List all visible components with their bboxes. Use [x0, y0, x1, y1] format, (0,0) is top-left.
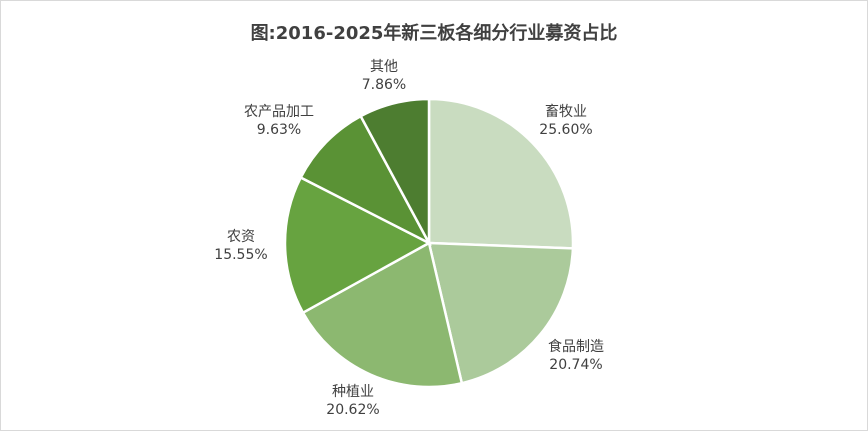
chart-title: 图:2016-2025年新三板各细分行业募资占比 — [250, 23, 618, 44]
data-label-value: 20.74% — [549, 357, 602, 373]
data-label-category: 其他 — [370, 59, 398, 75]
data-label-value: 20.62% — [326, 402, 379, 418]
pie-slice-0 — [427, 97, 575, 250]
pie-slice-2 — [301, 241, 464, 389]
data-label-category: 农资 — [227, 229, 255, 245]
data-label-value: 25.60% — [539, 122, 592, 138]
data-label-value: 9.63% — [257, 122, 301, 138]
data-label-value: 15.55% — [214, 247, 267, 263]
data-label-category: 农产品加工 — [244, 104, 314, 120]
data-label-value: 7.86% — [362, 77, 406, 93]
pie-slice-4 — [299, 114, 432, 246]
pie-slice-3 — [283, 175, 432, 315]
pie-slice-5 — [359, 97, 431, 244]
data-label-category: 食品制造 — [548, 338, 604, 355]
data-label-category: 种植业 — [332, 384, 374, 400]
pie-slice-1 — [427, 241, 575, 385]
data-label-category: 畜牧业 — [545, 104, 587, 120]
